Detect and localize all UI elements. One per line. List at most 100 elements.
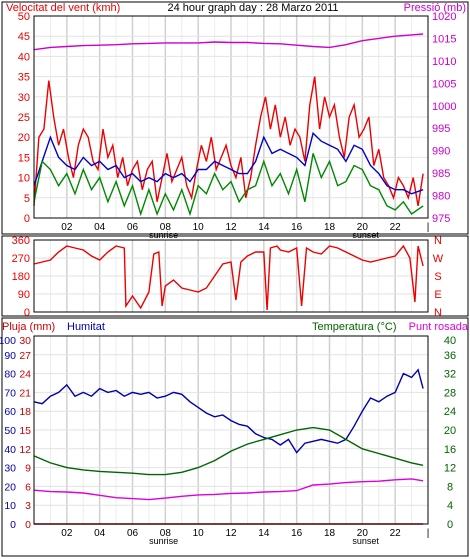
direction-letter: S [434,271,441,283]
direction-plot-area [33,239,429,313]
rain-tick-label: 24 [19,369,31,381]
temperature-tick-label: 36 [444,350,456,362]
x-tick-label: 08 [160,222,172,233]
direction-letter: W [433,253,444,265]
x-tick-label: 04 [94,528,106,539]
direction-tick-label: 360 [12,235,30,247]
rain-tick-label: 15 [19,425,31,437]
wind-tick-label: 30 [18,92,30,104]
x-tick-label: 22 [390,528,402,539]
wind-plot-area [33,15,429,219]
wind-tick-label: 15 [18,152,30,164]
wind-tick-label: 40 [18,51,30,63]
pressure-tick-label: 1015 [432,33,456,45]
humidity-tick-label: 20 [4,481,16,493]
x-tick-label: 02 [61,222,73,233]
wind_gust-series-line [33,76,424,207]
x-tick-label: 10 [193,222,205,233]
x-tick-label: | [427,528,430,539]
pressure-tick-label: 1005 [432,78,456,90]
sunrise-label: sunrise [149,230,178,240]
pressure-tick-label: 980 [432,191,450,203]
rain-tick-label: 3 [25,500,31,512]
temperature-tick-label: 32 [444,369,456,381]
dewpoint-series-line [33,478,424,501]
sunset-label: sunset [352,536,379,546]
wind_min-series-line [33,153,424,217]
x-tick-label: 06 [127,528,139,539]
wind_avg-series-line [33,131,424,195]
wind-tick-label: 45 [18,31,30,43]
pressure-tick-label: 1020 [432,11,456,23]
temperature-tick-label: 12 [444,463,456,475]
x-tick-label: 22 [390,222,402,233]
pressure-tick-label: 985 [432,168,450,180]
x-tick-label: 10 [193,528,205,539]
pressure-series-line [33,33,424,51]
x-tick-label: 12 [225,528,237,539]
temperature-tick-label: 16 [444,444,456,456]
rain-tick-label: 6 [25,481,31,493]
humidity-tick-label: 50 [4,425,16,437]
humidity-axis-title: Humitat [67,321,105,333]
direction-tick-label: 270 [12,253,30,265]
rain-tick-label: 21 [19,387,31,399]
x-tick-label: 06 [127,222,139,233]
humidity-tick-label: 80 [4,369,16,381]
rain-tick-label: 0 [25,519,31,531]
humidity-plot-area [33,335,429,525]
direction-tick-label: 90 [18,289,30,301]
pressure-tick-label: 990 [432,146,450,158]
rain-axis-title: Pluja (mm) [2,321,55,333]
temperature-tick-label: 0 [447,519,453,531]
x-tick-label: 18 [324,222,336,233]
humidity-tick-label: 30 [4,463,16,475]
humidity-tick-label: 90 [4,350,16,362]
x-tick-label: 08 [160,528,172,539]
x-tick-label: 14 [258,528,270,539]
humidity-tick-label: 40 [4,444,16,456]
direction-series-line [33,244,424,311]
wind-tick-label: 35 [18,72,30,84]
temperature-tick-label: 40 [444,335,456,347]
direction-tick-label: 180 [12,271,30,283]
rain-tick-label: 12 [19,444,31,456]
pressure-axis-title: Pressió (mb) [404,2,466,14]
wind-tick-label: 10 [18,173,30,185]
wind-tick-label: 5 [24,193,30,205]
direction-letter: N [434,307,442,319]
pressure-tick-label: 975 [432,213,450,225]
rain-tick-label: 30 [19,335,31,347]
temperature-tick-label: 28 [444,387,456,399]
x-tick-label: | [427,222,430,233]
sunset-label: sunset [352,230,379,240]
temperature-tick-label: 8 [447,481,453,493]
x-tick-label: 18 [324,528,336,539]
rain-tick-label: 18 [19,406,31,418]
rain-tick-label: 9 [25,463,31,475]
bottom-panel-frame [1,317,469,557]
wind-tick-label: 0 [24,213,30,225]
humidity-tick-label: 70 [4,387,16,399]
humidity-tick-label: 10 [4,500,16,512]
temperature-tick-label: 24 [444,406,456,418]
x-tick-label: 16 [291,222,303,233]
top-panel-frame [1,1,469,235]
graph-title: 24 hour graph day : 28 Marzo 2011 [167,2,338,14]
temperature-tick-label: 20 [444,425,456,437]
dewpoint-axis-title: Punt rosada [409,321,469,333]
direction-letter: E [434,289,441,301]
rain-tick-label: 27 [19,350,31,362]
wind-tick-label: 50 [18,11,30,23]
wind-speed-axis-title: Velocitat del vent (kmh) [6,2,120,14]
wind-tick-label: 25 [18,112,30,124]
temperature-axis-title: Temperatura (°C) [312,321,396,333]
humidity-series-line [33,368,424,454]
x-tick-label: 14 [258,222,270,233]
sunrise-label: sunrise [149,536,178,546]
pressure-tick-label: 1000 [432,101,456,113]
direction-tick-label: 0 [24,307,30,319]
x-tick-label: 12 [225,222,237,233]
